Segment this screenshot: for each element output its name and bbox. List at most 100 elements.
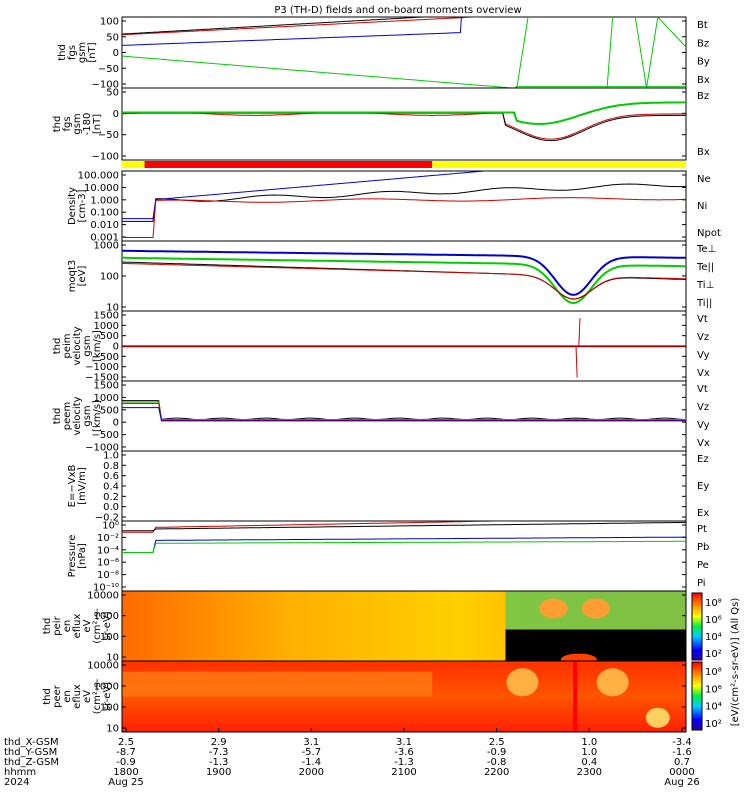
- y-axis-label-line: [km/s]: [92, 330, 103, 362]
- trace-vt: [122, 400, 686, 421]
- trace-bx: [122, 101, 686, 126]
- trace-pi: [122, 536, 686, 553]
- y-axis-label: E=−VxB [mV/m]: [67, 465, 88, 508]
- legend-entry: Pi: [697, 578, 706, 589]
- x-row-value: -1.3: [394, 757, 414, 768]
- colorbar-label: [eV/(cm²-s-sr-eV)] (All Qs): [730, 598, 741, 727]
- panel-peir_eflux: 10000 1000 100 10 thd peir en eflux eV (cm²-s-sr-…: [42, 590, 687, 666]
- y-axis-label-line: [eV]: [77, 266, 88, 287]
- trace-ne: [122, 197, 686, 238]
- y-tick-label: −1500: [85, 373, 119, 384]
- y-tick-label: 1.0: [103, 451, 119, 462]
- trace-npot: [122, 171, 491, 220]
- y-tick-label: 100.000: [78, 171, 119, 182]
- colorbar-tick-label: 10²: [705, 649, 722, 660]
- y-axis-label-line: -180: [82, 113, 93, 136]
- y-axis-label-line: velocity: [72, 396, 83, 435]
- y-axis-label-line: sr-eV): [102, 611, 113, 640]
- panel-frame: [121, 87, 687, 161]
- panel-traces: [122, 101, 686, 142]
- y-axis-label: moqt3 [eV]: [67, 260, 88, 293]
- x-row-label: thd_Z-GSM: [4, 757, 59, 768]
- legend-entry: Bz: [697, 38, 709, 49]
- y-axis-label-line: [mV/m]: [77, 467, 88, 505]
- panel-frame: [121, 520, 687, 592]
- y-tick-label: −500: [92, 430, 119, 441]
- y-axis-label: thd peer en eflux eV (cm²-s-sr-eV): [42, 678, 113, 714]
- x-tick-label: 1800: [113, 767, 138, 778]
- panel-frame: [121, 450, 687, 522]
- y-axis-label-line: Pressure: [67, 535, 78, 578]
- heatmap-blob: [506, 668, 539, 697]
- y-axis-label-line: eV: [82, 619, 93, 632]
- legend-entry: By: [697, 57, 710, 68]
- y-tick-label: 0.0: [103, 502, 119, 513]
- y-tick-label: 1500: [94, 311, 119, 322]
- x-row-label: thd_Y-GSM: [4, 747, 57, 758]
- y-axis-label-line: thd: [52, 338, 63, 355]
- x-tick-label: 2100: [391, 767, 416, 778]
- heatmap-blob: [539, 598, 568, 619]
- x-row-value: -0.9: [487, 747, 507, 758]
- y-tick-label: 0.100: [90, 208, 119, 219]
- y-axis-label: thd fgs gsm [nT]: [57, 42, 98, 63]
- y-tick-label: 0: [113, 342, 119, 353]
- y-axis-label-line: eflux: [72, 614, 83, 639]
- y-tick-label: 10⁻⁶: [97, 558, 119, 569]
- y-axis-label-line: [nT]: [92, 114, 103, 134]
- y-axis-label-line: (cm²-s-: [92, 608, 103, 644]
- y-tick-label: 1500: [94, 381, 119, 392]
- x-row-value: 0.7: [674, 757, 690, 768]
- y-tick-label: 50: [106, 32, 119, 43]
- y-tick-label: 10⁰: [102, 521, 119, 532]
- mode-bar-segment: [122, 161, 145, 168]
- y-tick-label: −100: [92, 80, 119, 91]
- y-axis-label-line: thd: [42, 618, 53, 635]
- mode-bar-segment: [432, 161, 686, 168]
- y-tick-label: 0.2: [103, 492, 119, 503]
- legend-entry: Ni: [697, 201, 707, 212]
- x-row-value: 0.4: [581, 757, 597, 768]
- legend-entry: Vz: [697, 332, 709, 343]
- y-tick-label: 10⁻⁸: [97, 570, 119, 581]
- trace-bz: [122, 112, 686, 140]
- heatmap-blob: [645, 707, 670, 728]
- y-tick-label: 50: [106, 88, 119, 99]
- legend-entry: Vy: [697, 420, 710, 431]
- trace-vz-spike: [575, 317, 581, 378]
- y-axis-label-line: Density: [67, 187, 78, 225]
- colorbar-tick-label: 10⁴: [705, 702, 722, 713]
- legend-entry: Vz: [697, 402, 709, 413]
- x-tick-label: 2000: [299, 767, 324, 778]
- colorbar-group: 10⁸ 10⁶ 10⁴ 10² 10⁸ 10⁶ 10⁴ 10² [eV/(cm²-s-sr-eV…: [691, 592, 741, 731]
- panel-traces: [122, 249, 686, 305]
- y-tick-label: 0: [113, 48, 119, 59]
- y-tick-label: −1000: [85, 362, 119, 373]
- x-axis-group: thd_X-GSM 2.5 2.9 3.1 3.1 2.5 1.0 -3.4 thd_Y-GSM…: [4, 728, 700, 788]
- x-tick-label: 2200: [484, 767, 509, 778]
- panel-fgs_gsm_zoom: 50 0 −50 −100 thd fgs gsm -180 [nT] Bz Bx: [52, 87, 710, 163]
- x-row-value: 1.0: [581, 737, 597, 748]
- legend-entry: Vx: [697, 368, 710, 379]
- legend-entry: Ti⊥: [696, 280, 714, 291]
- year-label: 2024: [4, 777, 29, 788]
- y-axis-label-line: (cm²-s-: [92, 678, 103, 714]
- y-axis-label-line: moqt3: [67, 260, 78, 293]
- trace-ni: [122, 183, 686, 222]
- colorbar-tick-label: 10⁶: [705, 684, 722, 695]
- y-tick-label: −500: [92, 352, 119, 363]
- y-axis-label: thd fgs gsm -180 [nT]: [52, 113, 103, 136]
- panel-frame: [121, 380, 687, 452]
- y-axis-label-line: thd: [52, 408, 63, 425]
- colorbar-tick-label: 10⁴: [705, 632, 722, 643]
- y-axis-label-line: [cm-3]: [77, 189, 88, 222]
- x-row-value: -3.4: [672, 737, 692, 748]
- y-tick-label: 100: [100, 272, 119, 283]
- y-tick-label: −100: [92, 152, 119, 163]
- y-axis-label-line: en: [62, 690, 73, 703]
- y-tick-label: 0.8: [103, 461, 119, 472]
- chart-title: P3 (TH-D) fields and on-board moments ov…: [274, 5, 521, 16]
- y-tick-label: 1000: [94, 241, 119, 252]
- colorbar-tick-label: 10⁶: [705, 615, 722, 626]
